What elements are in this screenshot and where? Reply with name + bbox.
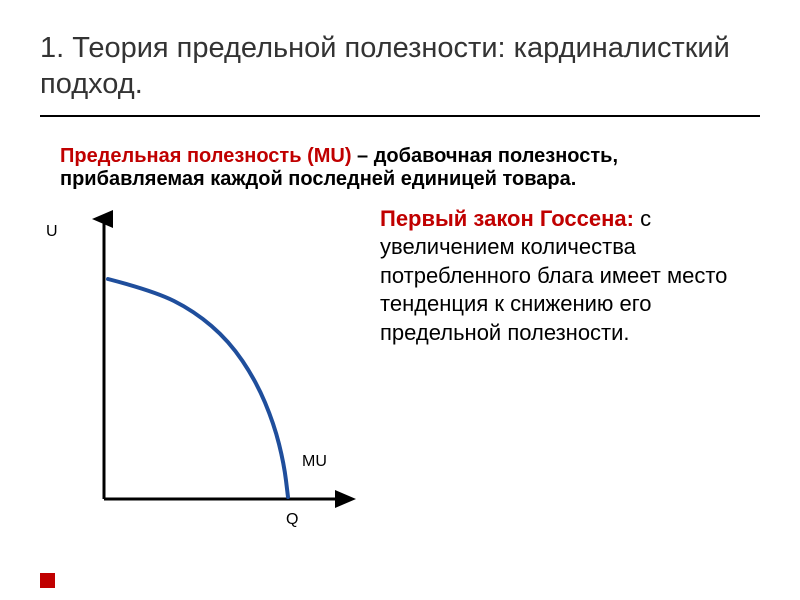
- footer-accent-square: [40, 573, 55, 588]
- chart-area: U MU Q: [40, 201, 370, 541]
- definition-term: Предельная полезность (MU): [60, 145, 352, 167]
- x-axis-label: Q: [286, 511, 298, 529]
- definition-block: Предельная полезность (MU) – добавочная …: [0, 127, 800, 191]
- curve-label: MU: [302, 453, 327, 471]
- content-row: U MU Q Первый закон Госсена: с увеличени…: [0, 191, 800, 541]
- law-block: Первый закон Госсена: с увеличением коли…: [380, 201, 770, 541]
- mu-curve: [108, 279, 288, 497]
- mu-chart: [64, 209, 364, 519]
- title-block: 1. Теория предельной полезности: кардина…: [0, 0, 800, 127]
- law-title: Первый закон Госсена:: [380, 206, 634, 231]
- slide-title: 1. Теория предельной полезности: кардина…: [40, 30, 760, 103]
- title-underline: [40, 115, 760, 117]
- y-axis-label: U: [46, 223, 58, 241]
